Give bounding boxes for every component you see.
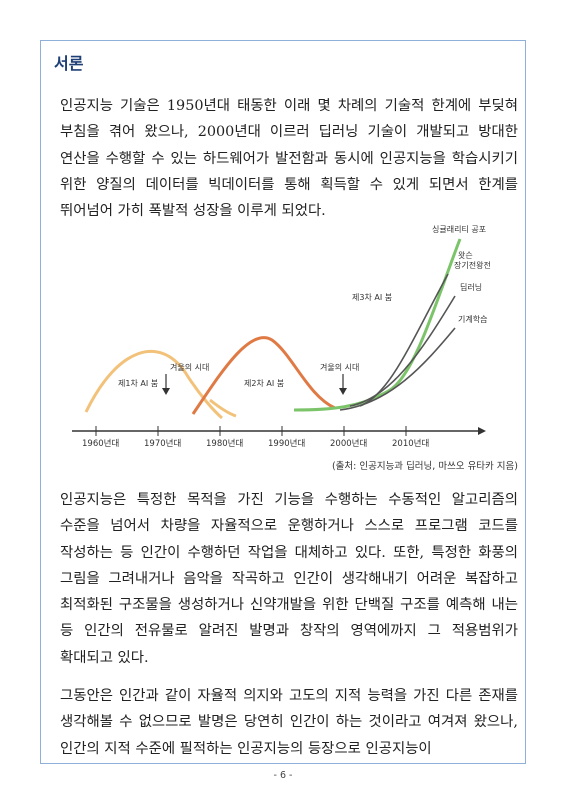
label-winter2: 겨울의 시대: [320, 362, 359, 372]
paragraph-invention: 그동안은 인간과 같이 자율적 의지와 고도의 지적 능력을 가진 다른 존재를…: [60, 688, 518, 757]
paragraph-intro: 인공지능 기술은 1950년대 태동한 이래 몇 차례의 기술적 한계에 부딪혀…: [60, 98, 518, 220]
tick-label-1960s: 1960년대: [82, 438, 119, 449]
boom1-curve: [84, 349, 223, 420]
section-heading: 서론: [54, 54, 84, 73]
tick-label-2000s: 2000년대: [330, 438, 367, 449]
label-boom2: 제2차 AI 붐: [244, 379, 284, 388]
tick-label-1990s: 1990년대: [268, 438, 305, 449]
label-ml: 기계학습: [458, 314, 487, 324]
page-number: - 6 -: [273, 770, 293, 781]
label-singularity: 싱귤래리티 공포: [432, 224, 486, 234]
tick-label-1980s: 1980년대: [206, 438, 243, 449]
winter1-arrowhead: [162, 388, 170, 395]
figure-caption: (출처: 인공지능과 딥러닝, 마쓰오 유타카 지음): [331, 461, 518, 472]
label-boom1: 제1차 AI 붐: [118, 379, 158, 388]
label-watson: 왓슨: [458, 251, 473, 260]
boom2-tail: [209, 398, 237, 418]
label-winter1: 겨울의 시대: [170, 362, 209, 372]
axis-arrowhead: [478, 427, 486, 435]
label-deeplearning: 딥러닝: [460, 282, 482, 292]
boom2-curve: [191, 336, 336, 415]
branch-watson: [359, 273, 449, 407]
boom3-curve: [293, 238, 462, 412]
label-boom3: 제3차 AI 붐: [352, 293, 392, 302]
label-shogi: 장기전왕전: [454, 260, 491, 270]
branch-deeplearning: [349, 295, 456, 407]
tick-label-2010s: 2010년대: [392, 438, 429, 449]
branch-ml: [339, 327, 456, 411]
paragraph-capabilities: 인공지능은 특정한 목적을 가진 기능을 수행하는 수동적인 알고리즘의 수준을…: [60, 492, 518, 666]
page-border: [40, 40, 526, 764]
tick-label-1970s: 1970년대: [144, 438, 181, 449]
winter2-arrowhead: [339, 388, 347, 395]
ai-history-figure: 1960년대 1970년대 1980년대 1990년대 2000년대 2010년…: [72, 224, 491, 449]
